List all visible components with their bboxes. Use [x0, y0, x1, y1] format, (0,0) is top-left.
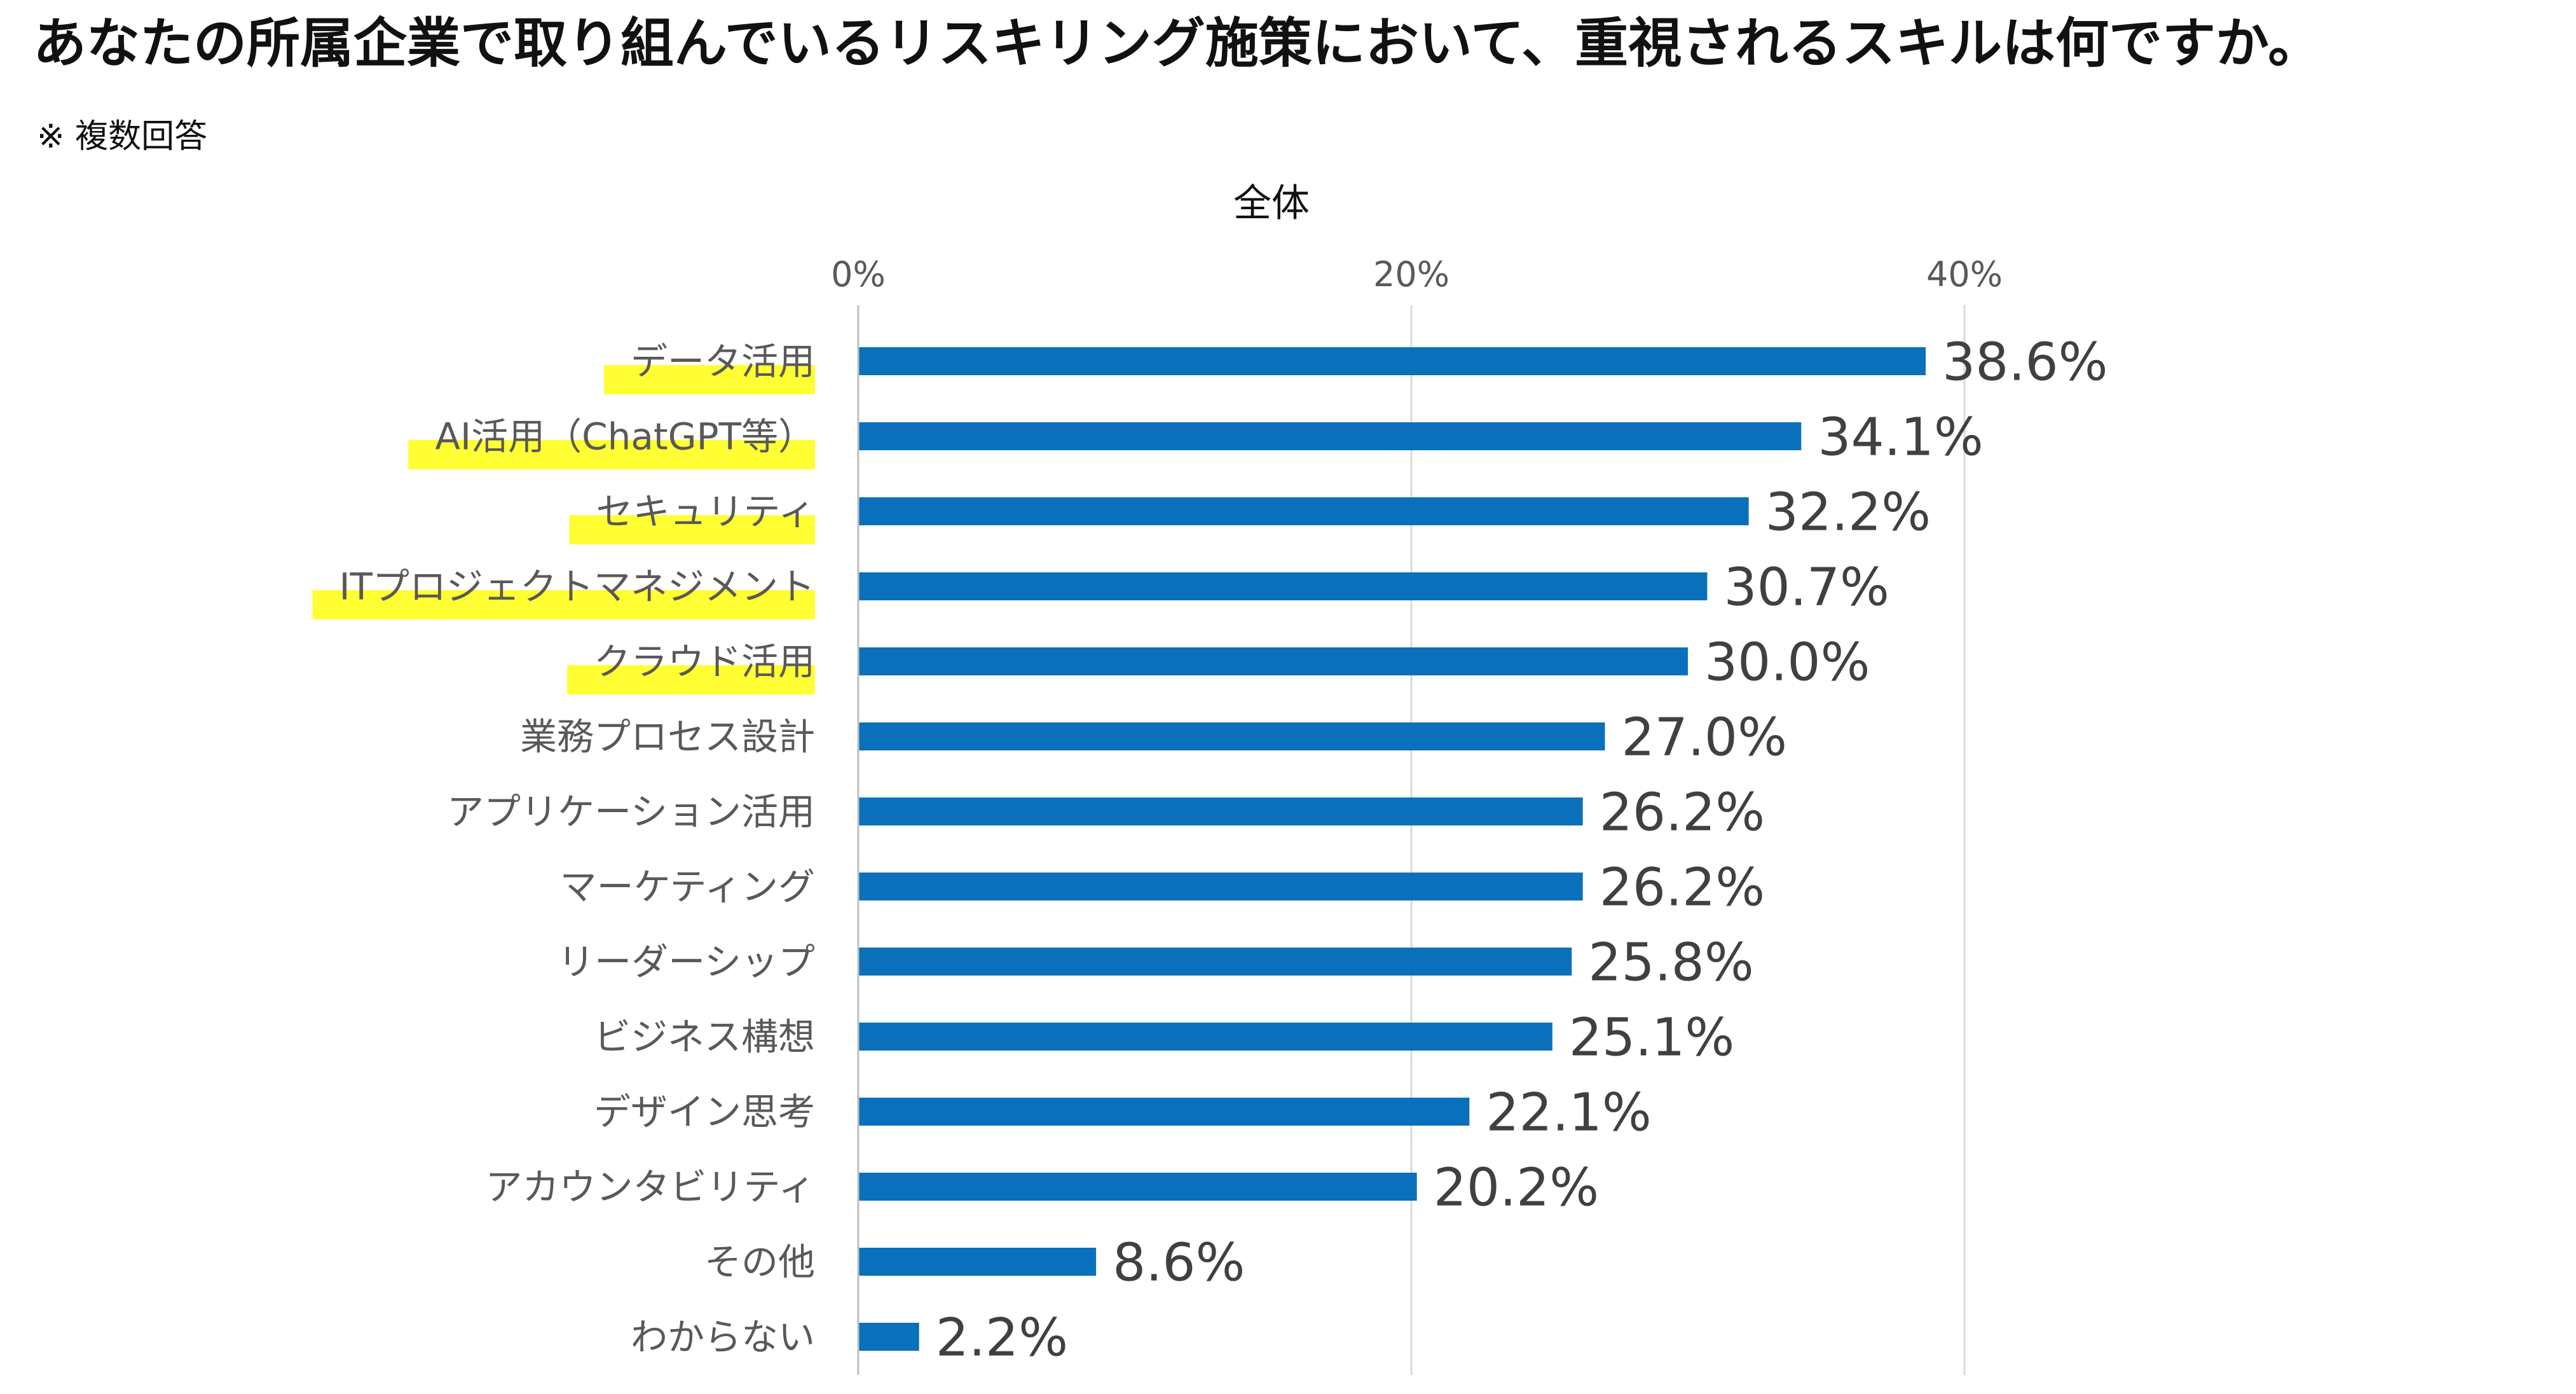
bar	[858, 722, 1605, 750]
bar	[858, 1323, 919, 1351]
category-label: ITプロジェクトマネジメント	[339, 565, 815, 608]
bar	[858, 647, 1688, 675]
category-highlight	[312, 590, 815, 619]
bars	[858, 347, 1926, 1351]
value-label: 32.2%	[1765, 483, 1931, 543]
value-label: 38.6%	[1942, 333, 2108, 393]
bar	[858, 797, 1583, 825]
multiple-answer-note: ※ 複数回答	[37, 118, 208, 156]
category-label: クラウド活用	[594, 640, 815, 683]
value-label: 20.2%	[1434, 1158, 1600, 1218]
bar	[858, 948, 1572, 976]
category-label: アプリケーション活用	[447, 790, 815, 833]
category-label: AI活用（ChatGPT等）	[435, 415, 815, 458]
page-title: あなたの所属企業で取り組んでいるリスキリング施策において、重視されるスキルは何で…	[33, 12, 2322, 74]
bar	[858, 572, 1708, 600]
value-labels: 38.6% 34.1% 32.2% 30.7% 30.0% 27.0% 26.2% 26.2%…	[936, 333, 2108, 1369]
x-tick-label: 0%	[831, 254, 886, 294]
category-label: セキュリティ	[596, 490, 815, 533]
bar	[858, 497, 1749, 525]
x-axis-ticks: 0% 20% 40%	[831, 254, 2003, 294]
category-highlight	[569, 515, 815, 544]
value-label: 26.2%	[1600, 858, 1765, 918]
bar	[858, 422, 1802, 450]
chart-title: 全体	[1233, 181, 1310, 226]
value-label: 25.8%	[1588, 933, 1754, 993]
x-tick-label: 20%	[1373, 254, 1449, 294]
bar	[858, 1098, 1470, 1126]
bar	[858, 1023, 1552, 1051]
bar	[858, 1248, 1097, 1276]
value-label: 22.1%	[1486, 1083, 1652, 1143]
category-label: データ活用	[631, 340, 815, 383]
value-label: 27.0%	[1622, 708, 1788, 768]
category-label: 業務プロセス設計	[520, 715, 815, 758]
category-highlight	[408, 440, 815, 469]
category-label: デザイン思考	[594, 1090, 815, 1133]
category-label: わからない	[631, 1315, 815, 1358]
value-label: 34.1%	[1818, 408, 1983, 468]
category-label: リーダーシップ	[558, 940, 815, 983]
category-label: その他	[704, 1240, 815, 1283]
value-label: 25.1%	[1569, 1008, 1735, 1068]
bar	[858, 873, 1583, 901]
bar	[858, 347, 1926, 375]
value-label: 26.2%	[1600, 783, 1765, 843]
category-highlight	[603, 365, 815, 394]
category-label: アカウンタビリティ	[485, 1165, 815, 1208]
value-label: 2.2%	[936, 1308, 1068, 1369]
value-label: 30.7%	[1723, 558, 1889, 618]
category-labels: データ活用 AI活用（ChatGPT等） セキュリティ ITプロジェクトマネジメントク…	[339, 340, 815, 1358]
x-tick-label: 40%	[1926, 254, 2003, 294]
category-label: マーケティング	[560, 865, 815, 908]
value-label: 30.0%	[1704, 633, 1870, 693]
category-label: ビジネス構想	[594, 1015, 815, 1058]
category-highlight	[566, 665, 815, 694]
category-highlights	[312, 365, 815, 694]
value-label: 8.6%	[1113, 1233, 1245, 1294]
bar	[858, 1173, 1417, 1201]
